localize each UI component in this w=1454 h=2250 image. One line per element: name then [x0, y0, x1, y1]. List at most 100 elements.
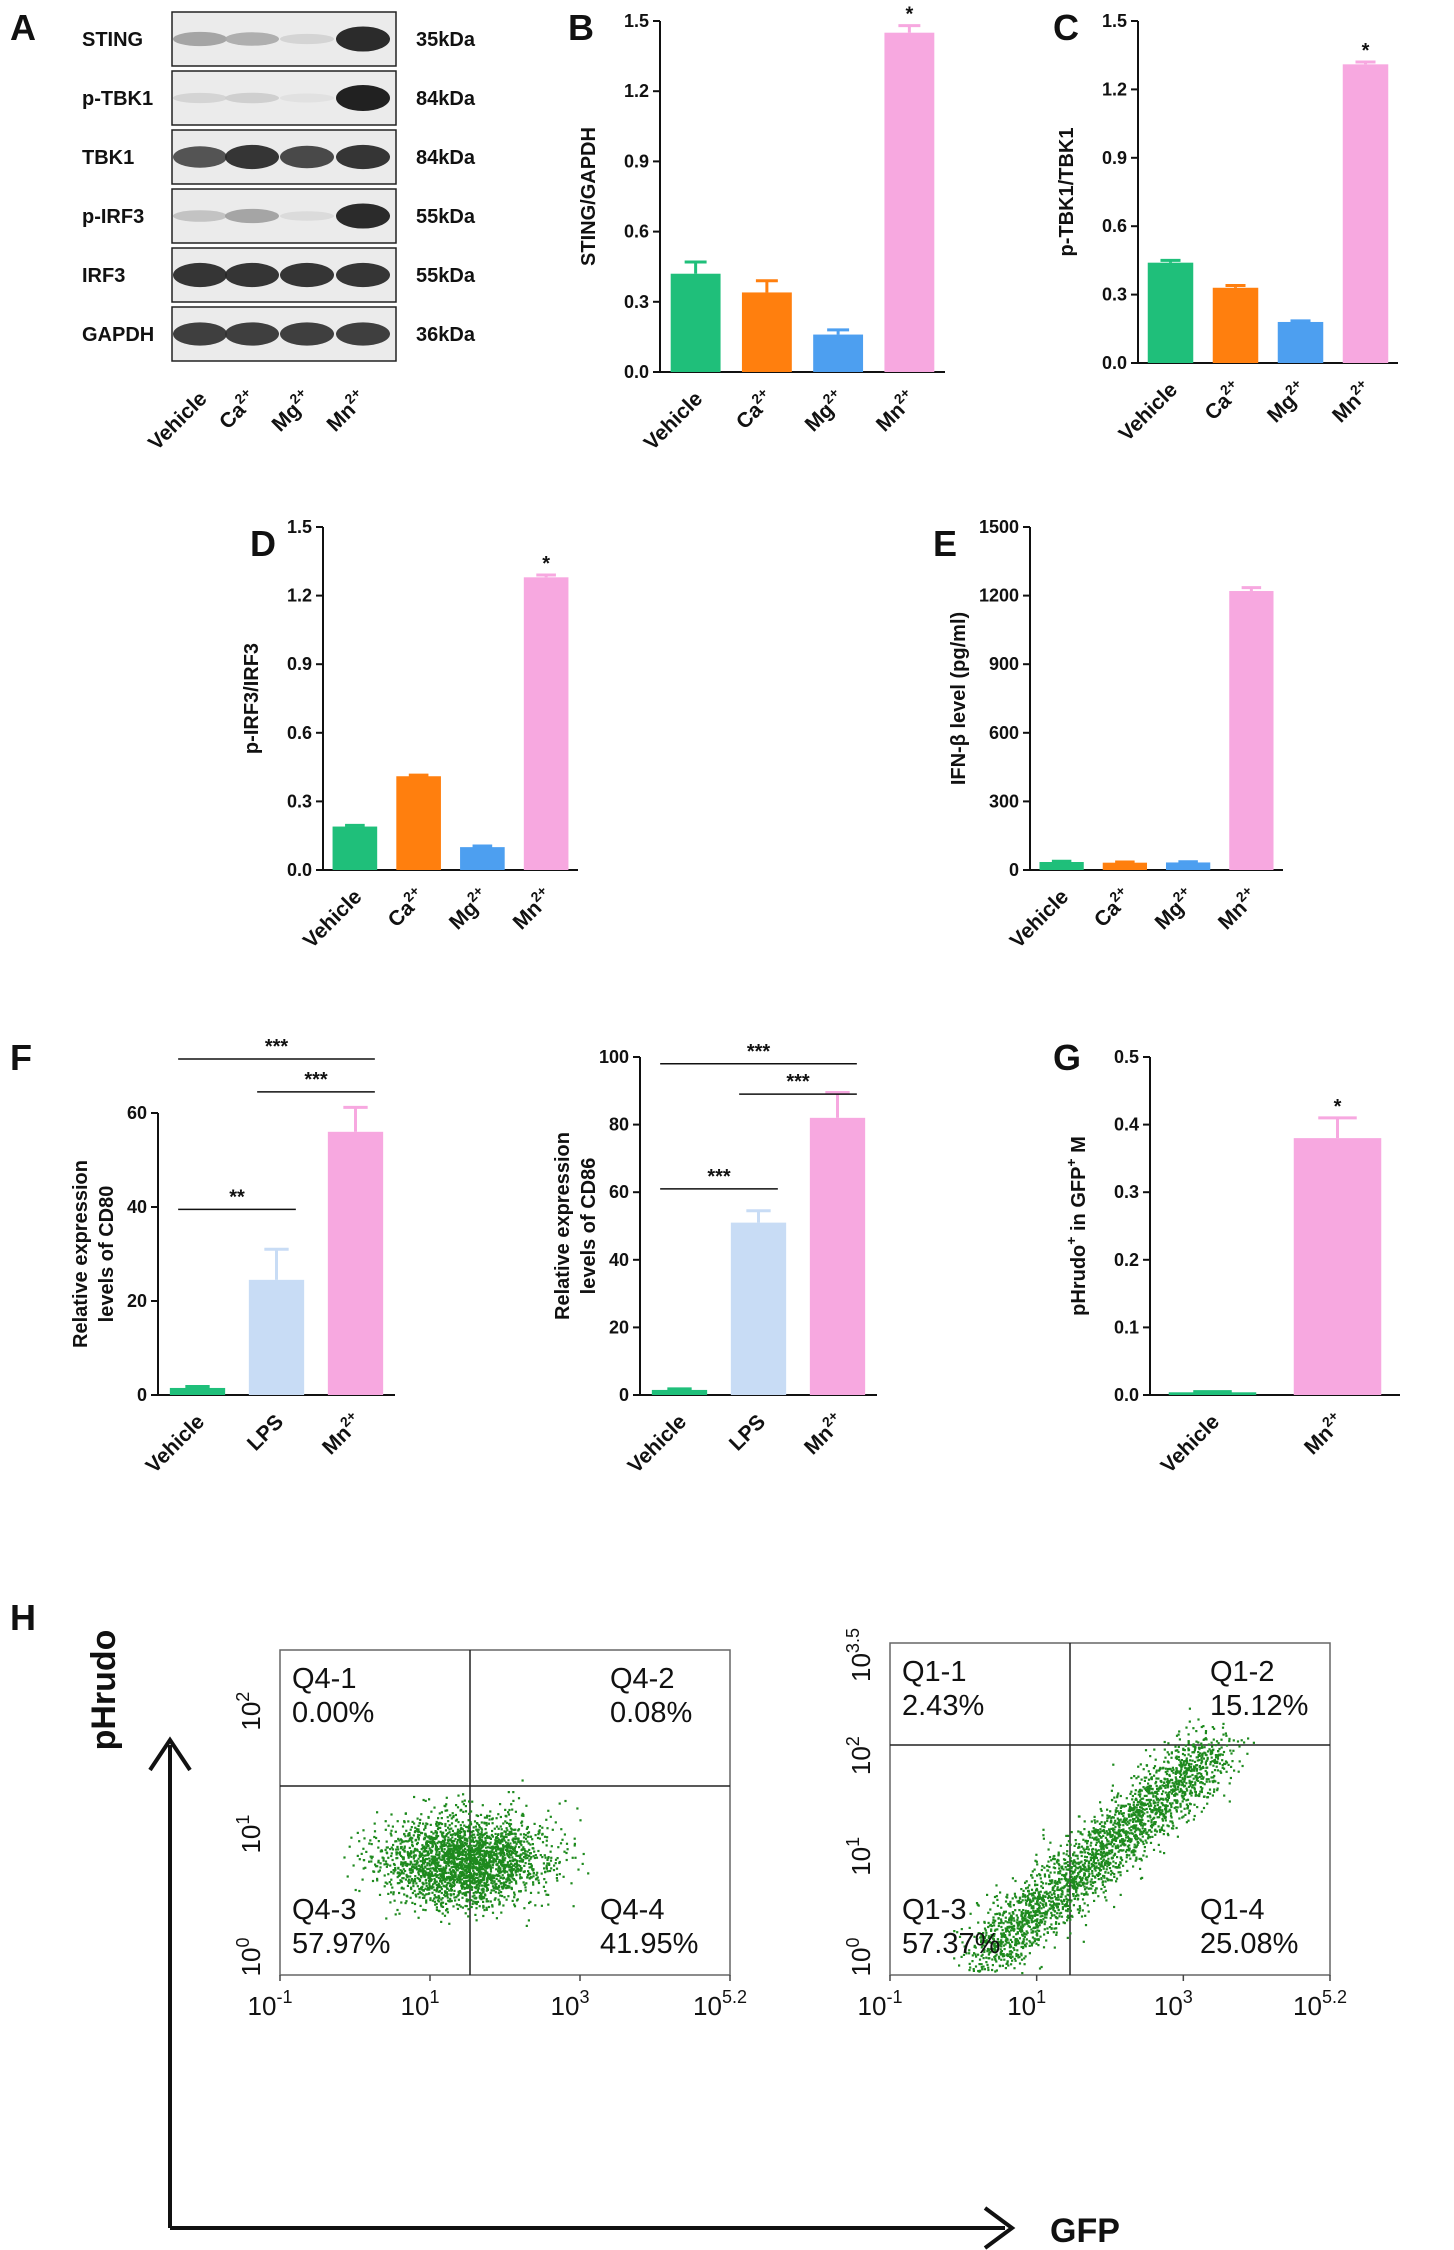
scatter-dot [482, 1875, 485, 1878]
scatter-dot [1099, 1857, 1102, 1860]
scatter-dot [389, 1832, 392, 1835]
scatter-dot [511, 1877, 514, 1880]
scatter-dot [417, 1892, 420, 1896]
scatter-dot [1105, 1830, 1108, 1833]
scatter-dot [434, 1867, 437, 1870]
x-category-label-text: Vehicle [1006, 885, 1073, 952]
scatter-dot [1167, 1742, 1170, 1745]
scatter-dot [527, 1842, 530, 1845]
scatter-dot [1029, 1941, 1032, 1944]
scatter-dot [416, 1841, 419, 1844]
scatter-dot [436, 1864, 439, 1867]
scatter-dot [438, 1896, 441, 1899]
scatter-dot [1133, 1827, 1136, 1830]
blot-band [336, 26, 390, 52]
scatter-dot [1194, 1747, 1197, 1750]
scatter-dot [504, 1808, 507, 1811]
scatter-dot [1022, 1924, 1025, 1927]
y-tick-label: 0.3 [287, 791, 312, 811]
scatter-dot [1020, 1912, 1023, 1915]
scatter-dot [1210, 1756, 1213, 1759]
scatter-dot [410, 1879, 413, 1882]
scatter-dot [454, 1837, 457, 1841]
scatter-dot [1053, 1871, 1056, 1874]
scatter-dot [1157, 1825, 1160, 1828]
scatter-dot [512, 1869, 515, 1872]
scatter-dot [1112, 1823, 1115, 1826]
scatter-dot [1081, 1833, 1084, 1836]
scatter-dot [554, 1862, 557, 1865]
scatter-dot [511, 1850, 514, 1854]
scatter-dot [1007, 1902, 1010, 1906]
scatter-dot [1126, 1869, 1129, 1872]
scatter-dot [1031, 1894, 1034, 1897]
y-tick-label: 20 [127, 1291, 147, 1311]
scatter-dot [450, 1899, 453, 1903]
scatter-dot [470, 1849, 473, 1852]
scatter-dot [459, 1847, 462, 1850]
scatter-dot [482, 1845, 485, 1848]
scatter-dot [1089, 1883, 1092, 1886]
scatter-dot [419, 1875, 422, 1878]
scatter-dot [465, 1885, 468, 1888]
scatter-dot [462, 1885, 465, 1889]
scatter-dot [1116, 1844, 1119, 1847]
scatter-dot [565, 1851, 568, 1855]
scatter-dot [494, 1883, 497, 1886]
scatter-dot [1122, 1840, 1126, 1843]
scatter-dot [1015, 1933, 1018, 1936]
x-tick-base: 10 [551, 1991, 580, 2021]
scatter-dot [396, 1876, 399, 1879]
scatter-dot [500, 1847, 503, 1850]
scatter-dot [485, 1908, 488, 1911]
scatter-dot [1103, 1831, 1106, 1835]
scatter-dot [521, 1812, 524, 1815]
scatter-dot [1107, 1852, 1110, 1855]
scatter-dot [1067, 1840, 1070, 1843]
scatter-dot [1091, 1872, 1094, 1875]
scatter-dot [438, 1812, 441, 1815]
scatter-dot [464, 1904, 467, 1908]
scatter-dot [484, 1843, 487, 1846]
scatter-dot [1041, 1896, 1044, 1899]
scatter-dot [396, 1908, 399, 1912]
scatter-dot [1178, 1790, 1181, 1793]
scatter-dot [1108, 1815, 1111, 1818]
scatter-dot [1238, 1760, 1241, 1763]
scatter-dot [1112, 1860, 1115, 1863]
scatter-dot [1113, 1873, 1116, 1876]
scatter-dot [1055, 1931, 1058, 1934]
scatter-dot [487, 1862, 491, 1865]
scatter-dot [434, 1882, 437, 1885]
scatter-dot [1187, 1769, 1190, 1772]
scatter-dot [358, 1858, 361, 1861]
scatter-dot [1197, 1754, 1200, 1757]
scatter-dot [1142, 1829, 1146, 1833]
scatter-dot [468, 1856, 471, 1859]
scatter-dot [1093, 1819, 1096, 1822]
scatter-dot [447, 1845, 451, 1848]
scatter-dot [416, 1885, 419, 1888]
scatter-dot [1051, 1904, 1055, 1907]
scatter-dot [1167, 1791, 1170, 1795]
scatter-dot [506, 1861, 509, 1864]
scatter-dot [1182, 1748, 1185, 1751]
scatter-dot [424, 1832, 427, 1835]
scatter-dot [486, 1878, 489, 1881]
scatter-dot [446, 1908, 449, 1911]
scatter-dot [424, 1909, 427, 1912]
scatter-dot [1040, 1868, 1043, 1872]
scatter-dot [502, 1904, 505, 1907]
scatter-dot [515, 1861, 518, 1864]
y-tick-label: 0.9 [1102, 148, 1127, 168]
scatter-dot [1063, 1922, 1066, 1925]
scatter-dot [466, 1866, 469, 1869]
scatter-dot [485, 1866, 488, 1870]
scatter-dot [1240, 1739, 1243, 1742]
scatter-dot [1127, 1836, 1130, 1840]
scatter-dot [1057, 1896, 1060, 1899]
y-tick-label: 0.6 [287, 723, 312, 743]
scatter-dot [425, 1893, 428, 1896]
scatter-dot [506, 1852, 509, 1855]
scatter-dot [576, 1807, 579, 1810]
